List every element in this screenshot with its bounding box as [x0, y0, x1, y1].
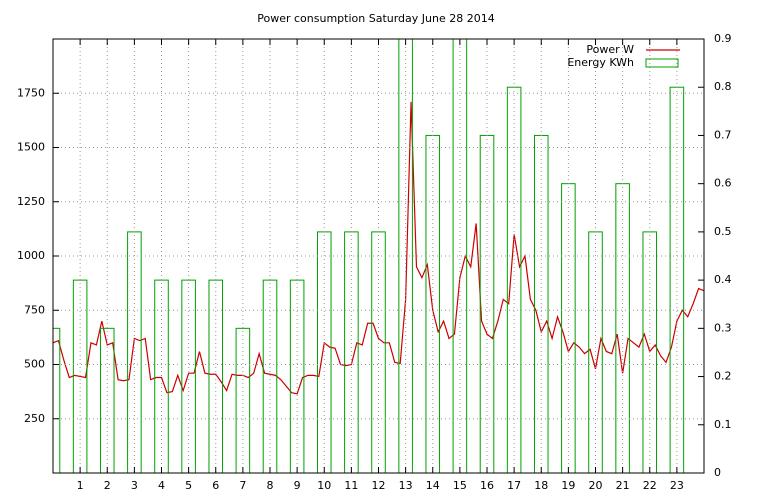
- bar: [289, 279, 305, 473]
- x-tick-label: 15: [453, 479, 467, 492]
- power-line: [53, 101, 704, 395]
- x-tick-label: 13: [399, 479, 413, 492]
- y2-tick-label: 0.4: [714, 273, 732, 286]
- x-tick-label: 17: [507, 479, 521, 492]
- y2-tick-label: 0.3: [714, 321, 732, 334]
- legend-swatch: [645, 58, 679, 68]
- bar: [235, 327, 251, 473]
- x-tick-label: 10: [317, 479, 331, 492]
- y-tick-label: 250: [24, 412, 45, 425]
- x-tick-label: 1: [77, 479, 84, 492]
- legend-label: Power W: [586, 43, 634, 56]
- y2-tick-label: 0.1: [714, 418, 732, 431]
- bar: [452, 39, 468, 473]
- bar: [181, 279, 196, 473]
- y2-tick-label: 0.9: [714, 32, 732, 45]
- legend-label: Energy KWh: [567, 56, 634, 69]
- x-tick-label: 5: [185, 479, 192, 492]
- y-tick-label: 1000: [17, 249, 45, 262]
- x-tick-label: 7: [239, 479, 246, 492]
- x-tick-label: 11: [344, 479, 358, 492]
- x-tick-label: 12: [372, 479, 386, 492]
- x-tick-label: 8: [267, 479, 274, 492]
- bar: [262, 279, 278, 473]
- x-tick-label: 22: [643, 479, 657, 492]
- x-tick-label: 23: [670, 479, 684, 492]
- y2-tick-label: 0.2: [714, 370, 732, 383]
- chart-title: Power consumption Saturday June 28 2014: [257, 12, 494, 25]
- y-tick-label: 1500: [17, 141, 45, 154]
- y-tick-label: 500: [24, 358, 45, 371]
- y2-tick-label: 0.5: [714, 225, 732, 238]
- x-tick-label: 14: [426, 479, 440, 492]
- x-tick-label: 3: [131, 479, 138, 492]
- y-tick-label: 1750: [17, 86, 45, 99]
- bar: [398, 39, 413, 473]
- x-tick-label: 19: [561, 479, 575, 492]
- x-tick-label: 16: [480, 479, 494, 492]
- y-tick-label: 1250: [17, 195, 45, 208]
- bar: [208, 279, 224, 473]
- bar: [53, 327, 61, 473]
- y2-tick-label: 0: [714, 466, 721, 479]
- y2-tick-label: 0.7: [714, 128, 732, 141]
- x-tick-label: 4: [158, 479, 165, 492]
- bar: [99, 327, 115, 473]
- x-tick-label: 6: [212, 479, 219, 492]
- x-tick-label: 2: [104, 479, 111, 492]
- y2-tick-label: 0.6: [714, 177, 732, 190]
- y2-tick-label: 0.8: [714, 80, 732, 93]
- y-tick-label: 750: [24, 303, 45, 316]
- x-tick-label: 21: [616, 479, 630, 492]
- x-tick-label: 9: [294, 479, 301, 492]
- bar: [154, 279, 169, 473]
- x-tick-label: 18: [534, 479, 548, 492]
- bar: [72, 279, 88, 473]
- x-tick-label: 20: [589, 479, 603, 492]
